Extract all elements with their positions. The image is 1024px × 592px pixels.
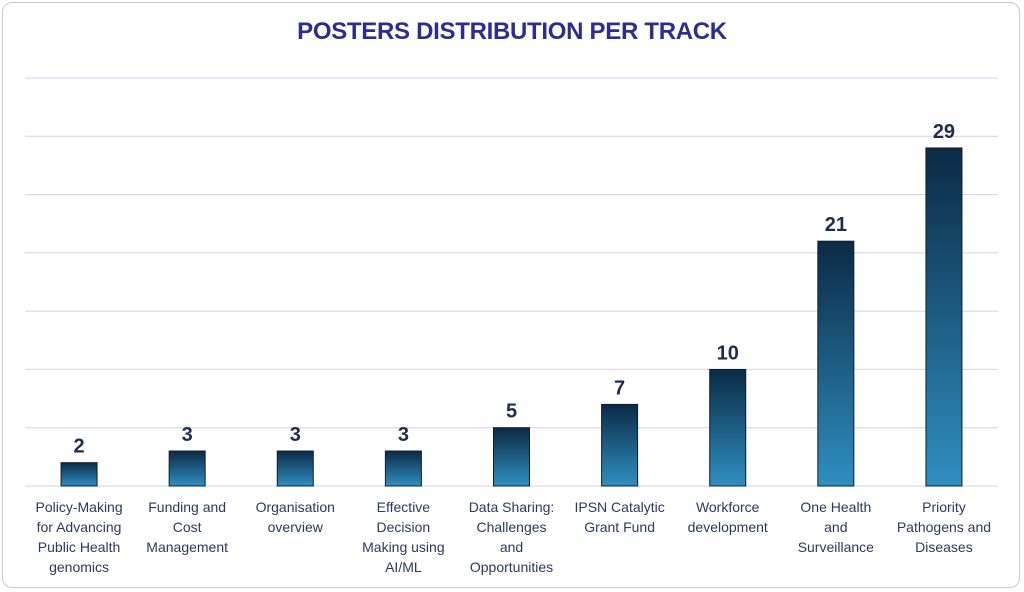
- bars: [60, 147, 963, 487]
- bar: [709, 368, 747, 487]
- bar: [925, 147, 963, 487]
- category-label: One Health and Surveillance: [798, 499, 874, 555]
- category-label-line: Management: [146, 539, 228, 555]
- category-label-line: development: [688, 519, 768, 535]
- category-label: IPSN Catalytic Grant Fund: [574, 499, 664, 535]
- category-label-line: overview: [268, 519, 324, 535]
- category-label-line: Policy-Making: [35, 499, 122, 515]
- category-label-line: and: [500, 539, 523, 555]
- category-label-line: genomics: [49, 559, 109, 575]
- category-label-line: Grant Fund: [584, 519, 655, 535]
- category-label-line: Cost: [173, 519, 202, 535]
- category-label: Data Sharing: Challenges and Opportunities: [469, 499, 555, 575]
- data-label: 21: [825, 214, 847, 236]
- data-label: 10: [717, 342, 739, 364]
- category-label-line: Surveillance: [798, 539, 874, 555]
- bar: [817, 240, 855, 487]
- category-label-line: Decision: [377, 519, 431, 535]
- data-label: 5: [506, 401, 517, 423]
- chart-title: POSTERS DISTRIBUTION PER TRACK: [297, 18, 727, 45]
- category-label: Organisation overview: [256, 499, 335, 535]
- category-label-line: Effective: [377, 499, 431, 515]
- category-label-line: AI/ML: [385, 559, 422, 575]
- data-label: 7: [614, 377, 625, 399]
- category-label: Workforce development: [688, 499, 768, 535]
- category-label-line: Funding and: [148, 499, 226, 515]
- bar: [601, 403, 639, 487]
- bar: [276, 450, 314, 487]
- category-label-line: Challenges: [476, 519, 546, 535]
- data-label: 3: [398, 424, 409, 446]
- bar: [493, 427, 530, 487]
- category-label: Effective Decision Making using AI/ML: [362, 499, 445, 575]
- data-label: 29: [933, 121, 955, 143]
- category-label-line: IPSN Catalytic: [574, 499, 664, 515]
- category-label-line: Workforce: [696, 499, 760, 515]
- category-label: Funding and Cost Management: [146, 499, 228, 555]
- category-label: Priority Pathogens and Diseases: [897, 499, 991, 555]
- bar: [384, 450, 422, 487]
- category-label-line: Organisation: [256, 499, 335, 515]
- data-label: 3: [290, 424, 301, 446]
- category-label-line: Making using: [362, 539, 445, 555]
- bar: [60, 462, 98, 487]
- category-label-line: Data Sharing:: [469, 499, 555, 515]
- labels: 2 Policy-Making for Advancing Public Health…: [35, 121, 991, 575]
- data-label: 2: [73, 436, 84, 458]
- bar: [168, 450, 206, 487]
- category-label-line: for Advancing: [37, 519, 122, 535]
- category-label-line: Diseases: [915, 539, 973, 555]
- data-label: 3: [182, 424, 193, 446]
- category-label: Policy-Making for Advancing Public Health g…: [35, 499, 122, 575]
- category-label-line: Opportunities: [470, 559, 553, 575]
- category-label-line: and: [824, 519, 847, 535]
- category-label-line: Pathogens and: [897, 519, 991, 535]
- category-label-line: One Health: [800, 499, 871, 515]
- category-label-line: Priority: [922, 499, 966, 515]
- category-label-line: Public Health: [38, 539, 121, 555]
